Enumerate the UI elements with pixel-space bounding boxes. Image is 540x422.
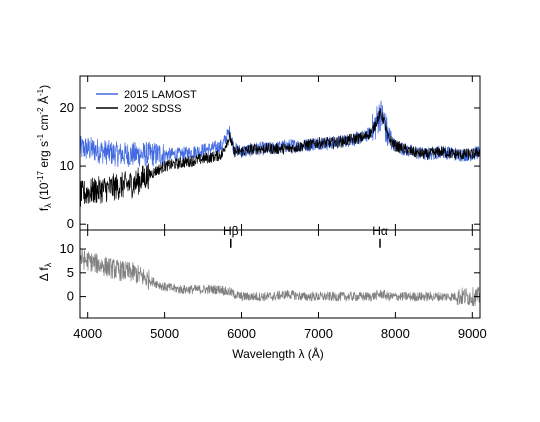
top-ylabel-sub: λ [43, 203, 53, 208]
annotation-label-0: Hβ [223, 224, 239, 238]
top-ylabel-unit: (10 [37, 182, 51, 200]
top-ylabel-main: f [37, 207, 51, 211]
bottom-ylabel: Δ fλ [37, 262, 53, 281]
xtick-label-1: 5000 [150, 326, 179, 341]
difference-series-line [79, 249, 481, 307]
top-ylabel-exp3: -2 [36, 107, 45, 115]
bottom-panel-frame [79, 229, 481, 319]
top-panel: 0 10 20 2015 LAMOST 2002 SDSS [60, 75, 481, 231]
top-ytick-label-0: 0 [67, 216, 74, 231]
bottom-ylabel-main: Δ f [37, 267, 51, 282]
top-ylabel-exp4: -1 [36, 88, 45, 96]
bottom-panel: 0 5 10 4000 5000 6000 7000 8000 9000 Hβ Hα [60, 224, 487, 341]
series-2002-sdss-line [79, 107, 481, 207]
legend-label-1: 2002 SDSS [124, 103, 181, 115]
top-ylabel-close: ) [37, 85, 51, 89]
x-axis-label: Wavelength λ (Å) [232, 346, 324, 361]
bottom-ytick-label-0: 0 [67, 289, 74, 304]
top-ylabel-exp1: -17 [36, 170, 45, 182]
bottom-ytick-label-1: 5 [67, 265, 74, 280]
top-ylabel-exp2: -1 [36, 133, 45, 141]
top-ylabel-unit4: Å [36, 96, 51, 107]
bottom-ylabel-sub: λ [43, 262, 53, 267]
top-ytick-label-1: 10 [60, 158, 74, 173]
xtick-label-0: 4000 [73, 326, 102, 341]
xtick-label-5: 9000 [458, 326, 487, 341]
bottom-ytick-label-2: 10 [60, 241, 74, 256]
xtick-label-3: 7000 [304, 326, 333, 341]
legend-label-0: 2015 LAMOST [124, 89, 197, 101]
top-ylabel-unit2: erg s [37, 141, 51, 171]
top-ylabel-unit3: cm [37, 115, 51, 134]
xtick-label-4: 8000 [381, 326, 410, 341]
top-ytick-label-2: 20 [60, 100, 74, 115]
top-ylabel: fλ (10-17 erg s-1 cm-2 Å-1) [36, 85, 53, 211]
xtick-label-2: 6000 [227, 326, 256, 341]
annotation-label-1: Hα [372, 224, 388, 238]
